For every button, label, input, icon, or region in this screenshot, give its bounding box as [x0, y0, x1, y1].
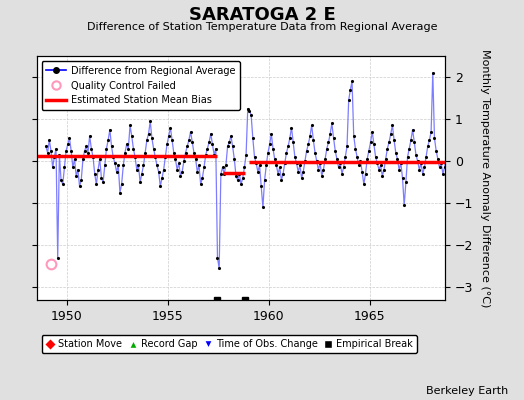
Text: SARATOGA 2 E: SARATOGA 2 E [189, 6, 335, 24]
Y-axis label: Monthly Temperature Anomaly Difference (°C): Monthly Temperature Anomaly Difference (… [481, 49, 490, 307]
Text: Berkeley Earth: Berkeley Earth [426, 386, 508, 396]
Legend: Difference from Regional Average, Quality Control Failed, Estimated Station Mean: Difference from Regional Average, Qualit… [41, 61, 240, 110]
Text: Difference of Station Temperature Data from Regional Average: Difference of Station Temperature Data f… [87, 22, 437, 32]
Legend: Station Move, Record Gap, Time of Obs. Change, Empirical Break: Station Move, Record Gap, Time of Obs. C… [41, 335, 417, 353]
